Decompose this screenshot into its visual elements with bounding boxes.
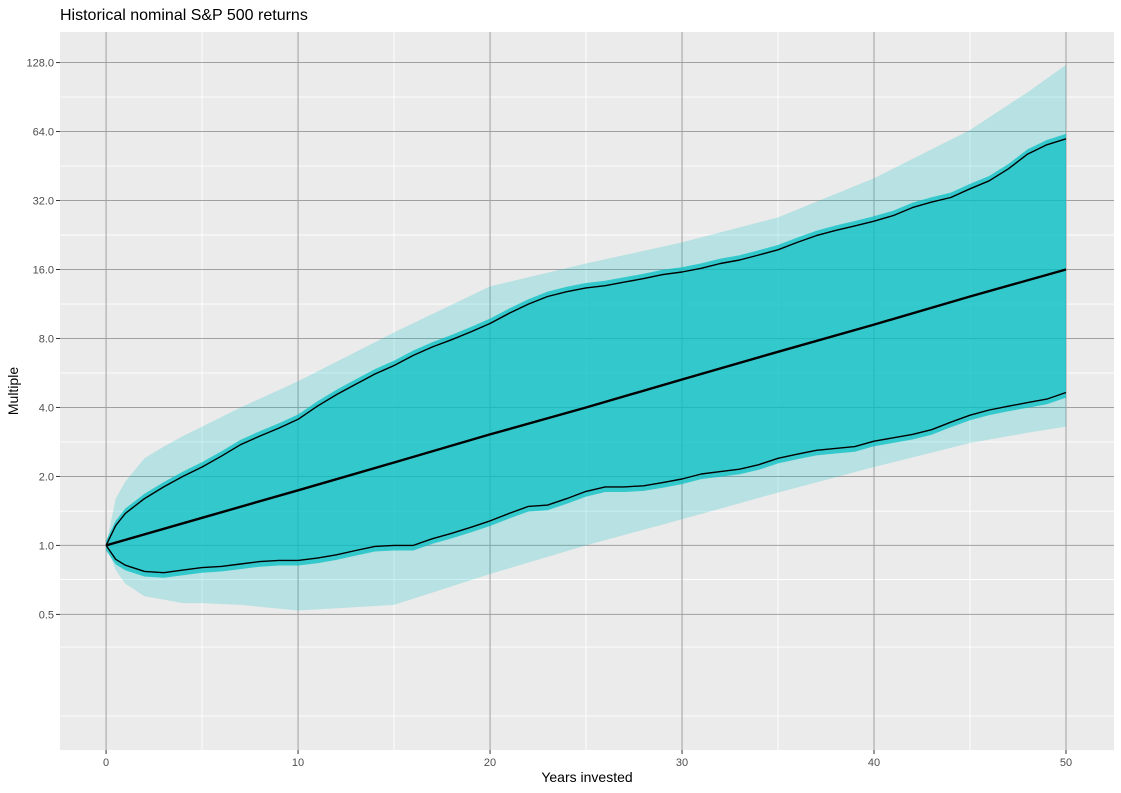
- upper-percentile-line: [105, 138, 1067, 546]
- y-tick-label: 64.0: [33, 127, 54, 139]
- y-axis-title: Multiple: [5, 367, 21, 415]
- lower-percentile-line: [105, 391, 1067, 574]
- y-tick-label: 0.5: [39, 609, 54, 621]
- x-tick-label: 50: [1060, 757, 1072, 769]
- x-tick-label: 40: [868, 757, 880, 769]
- series-line-layer: [105, 138, 1067, 574]
- axis-ticks-layer: 0 10 20 30 40 50 0.5 1.0 2.0 4.0 8.0 16.0 32.0 64.0 12…: [26, 58, 1072, 769]
- y-tick-label: 8.0: [39, 333, 54, 345]
- y-tick-label: 4.0: [39, 402, 54, 414]
- historical-paths-band-core: [106, 133, 1067, 578]
- path-band-layer: [106, 64, 1067, 611]
- x-tick-label: 0: [103, 757, 109, 769]
- y-tick-label: 128.0: [26, 58, 54, 70]
- x-tick-label: 30: [676, 757, 688, 769]
- y-tick-label: 32.0: [33, 196, 54, 208]
- chart-title: Historical nominal S&P 500 returns: [60, 7, 308, 24]
- y-tick-label: 1.0: [39, 540, 54, 552]
- x-tick-label: 20: [484, 757, 496, 769]
- median-line: [105, 268, 1067, 547]
- x-tick-label: 10: [292, 757, 304, 769]
- y-tick-label: 16.0: [33, 264, 54, 276]
- x-axis-title: Years invested: [541, 769, 632, 785]
- y-tick-label: 2.0: [39, 471, 54, 483]
